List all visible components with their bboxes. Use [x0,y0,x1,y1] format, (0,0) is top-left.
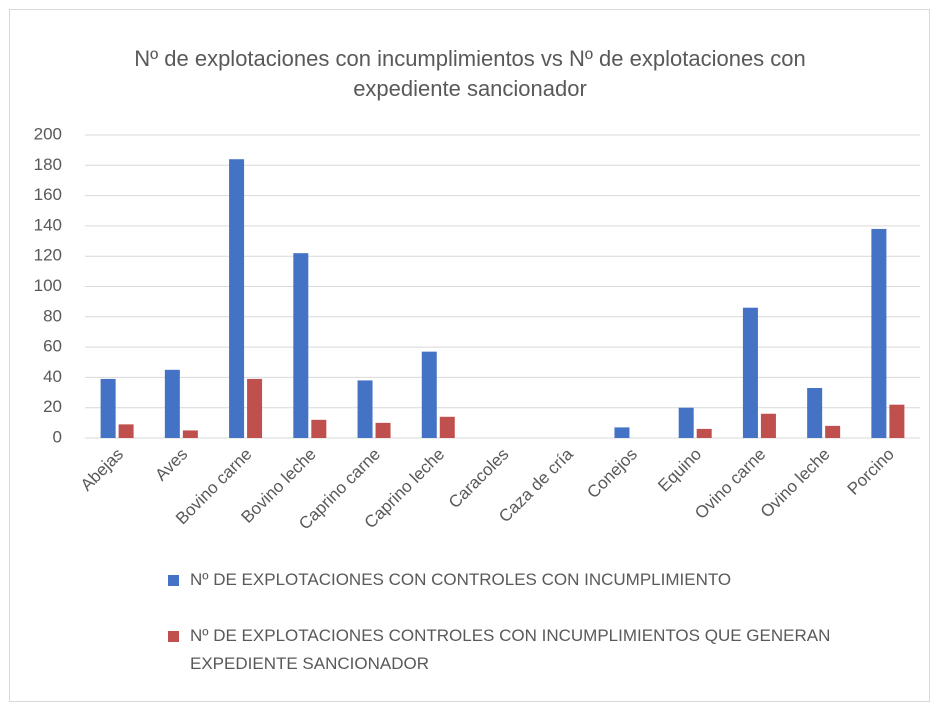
bar [807,388,823,438]
bar [742,307,758,438]
bar [118,424,134,438]
bar [889,404,905,438]
legend-label: Nº DE EXPLOTACIONES CONTROLES CON INCUMP… [190,626,831,673]
chart-border [9,9,930,702]
y-tick-label: 120 [34,246,62,265]
bar [164,369,180,438]
bar [614,427,630,438]
y-tick-label: 200 [34,124,62,143]
bar [696,428,712,438]
x-tick-label: Aves [151,445,191,485]
legend-item: Nº DE EXPLOTACIONES CONTROLES CON INCUMP… [168,622,848,678]
bar [678,407,694,438]
bar [825,425,841,438]
y-tick-label: 100 [34,276,62,295]
bar [247,378,263,438]
bar [182,430,198,438]
bar [760,413,776,438]
legend-item: Nº DE EXPLOTACIONES CON CONTROLES CON IN… [168,566,848,594]
bar [375,422,391,438]
x-tick-label: Porcino [844,445,898,499]
y-tick-label: 140 [34,215,62,234]
y-tick-label: 40 [43,367,62,386]
bar [229,159,245,439]
x-tick-label: Abejas [77,445,127,495]
bar [100,378,116,438]
bar [293,253,309,438]
bar [311,419,327,438]
y-tick-label: 0 [53,427,62,446]
y-tick-label: 80 [43,306,62,325]
x-tick-label: Ovino leche [757,445,834,522]
legend-swatch [168,631,179,642]
bar [357,380,373,438]
x-tick-label: Caracoles [445,445,513,513]
y-tick-label: 160 [34,185,62,204]
legend-swatch [168,575,179,586]
x-tick-label: Conejos [583,445,641,503]
y-tick-label: 180 [34,155,62,174]
chart-title: Nº de explotaciones con incumplimientos … [134,46,806,101]
bar [439,416,455,438]
y-tick-label: 20 [43,397,62,416]
bar [871,228,887,438]
x-tick-label: Equino [654,445,705,496]
y-tick-label: 60 [43,337,62,356]
legend-label: Nº DE EXPLOTACIONES CON CONTROLES CON IN… [190,570,732,589]
bar [421,351,437,438]
